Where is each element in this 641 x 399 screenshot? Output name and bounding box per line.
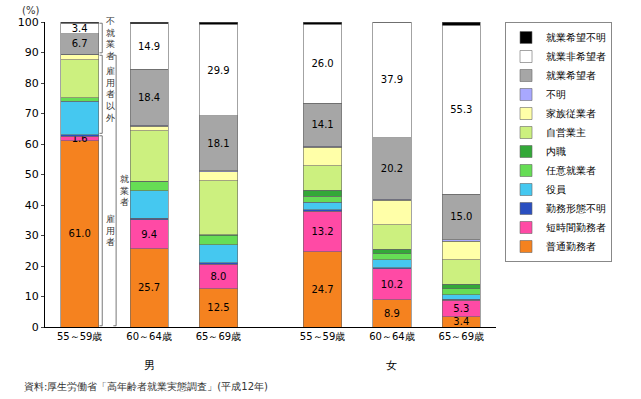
- svg-text:普通勤務者: 普通勤務者: [546, 241, 596, 252]
- svg-text:就業者: 就業者: [120, 174, 129, 207]
- svg-text:自営業主: 自営業主: [546, 127, 586, 138]
- svg-text:24.7: 24.7: [311, 284, 333, 295]
- svg-text:90: 90: [25, 46, 39, 59]
- svg-text:60～64歳: 60～64歳: [369, 331, 414, 342]
- svg-text:65～69歳: 65～69歳: [439, 331, 484, 342]
- svg-text:29.9: 29.9: [207, 65, 229, 76]
- svg-text:内職: 内職: [546, 146, 566, 157]
- svg-text:10.2: 10.2: [381, 279, 403, 290]
- svg-text:不就業者: 不就業者: [106, 16, 115, 61]
- svg-text:9.4: 9.4: [141, 229, 157, 240]
- svg-text:任意就業者: 任意就業者: [545, 165, 596, 176]
- svg-text:55.3: 55.3: [450, 104, 472, 115]
- svg-text:80: 80: [25, 77, 39, 90]
- svg-text:18.4: 18.4: [138, 92, 160, 103]
- svg-text:37.9: 37.9: [381, 74, 403, 85]
- svg-text:70: 70: [25, 107, 39, 120]
- svg-text:雇用者以外: 雇用者以外: [106, 66, 115, 123]
- svg-text:就業希望不明: 就業希望不明: [546, 32, 606, 43]
- svg-text:3.4: 3.4: [453, 316, 469, 327]
- svg-text:60: 60: [25, 138, 39, 151]
- svg-text:短時間勤務者: 短時間勤務者: [546, 222, 606, 233]
- svg-text:20.2: 20.2: [381, 163, 403, 174]
- svg-text:26.0: 26.0: [311, 58, 333, 69]
- svg-text:1.6: 1.6: [72, 133, 88, 144]
- svg-text:3.4: 3.4: [72, 23, 88, 34]
- svg-text:6.7: 6.7: [72, 38, 88, 49]
- svg-text:40: 40: [25, 199, 39, 212]
- svg-text:(%): (%): [22, 5, 39, 16]
- svg-text:14.9: 14.9: [138, 41, 160, 52]
- svg-text:18.1: 18.1: [207, 138, 229, 149]
- svg-text:8.9: 8.9: [384, 308, 400, 319]
- svg-text:61.0: 61.0: [69, 228, 91, 239]
- svg-text:雇用者: 雇用者: [106, 214, 115, 247]
- svg-text:5.3: 5.3: [453, 303, 469, 314]
- svg-text:0: 0: [32, 321, 39, 334]
- svg-text:不明: 不明: [546, 89, 566, 100]
- svg-text:役員: 役員: [546, 184, 566, 195]
- svg-text:女: 女: [386, 359, 397, 372]
- svg-text:家族従業者: 家族従業者: [546, 108, 596, 119]
- svg-text:60～64歳: 60～64歳: [126, 331, 171, 342]
- svg-text:65～69歳: 65～69歳: [196, 331, 241, 342]
- svg-text:10: 10: [25, 290, 39, 303]
- svg-text:就業希望者: 就業希望者: [546, 70, 596, 81]
- svg-text:勤務形態不明: 勤務形態不明: [546, 203, 606, 214]
- svg-text:15.0: 15.0: [450, 211, 472, 222]
- svg-text:12.5: 12.5: [207, 302, 229, 313]
- svg-text:男: 男: [144, 359, 155, 372]
- svg-text:25.7: 25.7: [138, 282, 160, 293]
- svg-text:30: 30: [25, 229, 39, 242]
- svg-text:資料:厚生労働省「高年齢者就業実態調査」(平成12年): 資料:厚生労働省「高年齢者就業実態調査」(平成12年): [24, 381, 268, 392]
- svg-text:8.0: 8.0: [211, 271, 227, 282]
- svg-text:就業非希望者: 就業非希望者: [546, 51, 606, 62]
- svg-text:50: 50: [25, 168, 39, 181]
- svg-text:13.2: 13.2: [311, 226, 333, 237]
- svg-text:100: 100: [18, 16, 39, 29]
- svg-text:55～59歳: 55～59歳: [300, 331, 345, 342]
- svg-text:20: 20: [25, 260, 39, 273]
- svg-text:55～59歳: 55～59歳: [57, 331, 102, 342]
- svg-text:14.1: 14.1: [311, 119, 333, 130]
